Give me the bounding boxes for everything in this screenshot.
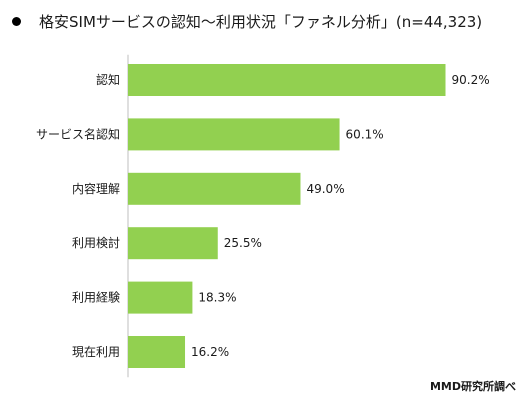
chart-title: 格安SIMサービスの認知～利用状況「ファネル分析」(n=44,323) xyxy=(39,12,483,31)
chart-title-row: 格安SIMサービスの認知～利用状況「ファネル分析」(n=44,323) xyxy=(6,10,482,32)
category-label: 現在利用 xyxy=(72,345,120,359)
value-label: 25.5% xyxy=(224,236,262,250)
bars-group: 認知 90.2% サービス名認知 60.1% 内容理解 49.0% 利用検討 25.5% 利用経… xyxy=(36,64,490,368)
source-note: MMD研究所調べ xyxy=(429,380,516,393)
value-label: 18.3% xyxy=(198,291,236,305)
bullet-icon xyxy=(12,16,21,26)
category-label: サービス名認知 xyxy=(36,126,120,141)
category-label: 認知 xyxy=(96,72,120,87)
bar xyxy=(128,227,218,260)
bar xyxy=(128,118,340,151)
value-label: 16.2% xyxy=(191,345,229,359)
category-label: 内容理解 xyxy=(72,181,120,196)
bar xyxy=(128,336,186,368)
category-label: 利用検討 xyxy=(72,235,120,250)
category-label: 利用経験 xyxy=(72,290,120,305)
bar xyxy=(128,172,301,205)
value-label: 90.2% xyxy=(452,73,490,87)
bar xyxy=(128,281,193,314)
bar xyxy=(128,64,446,96)
value-label: 60.1% xyxy=(346,127,384,141)
value-label: 49.0% xyxy=(306,182,344,196)
